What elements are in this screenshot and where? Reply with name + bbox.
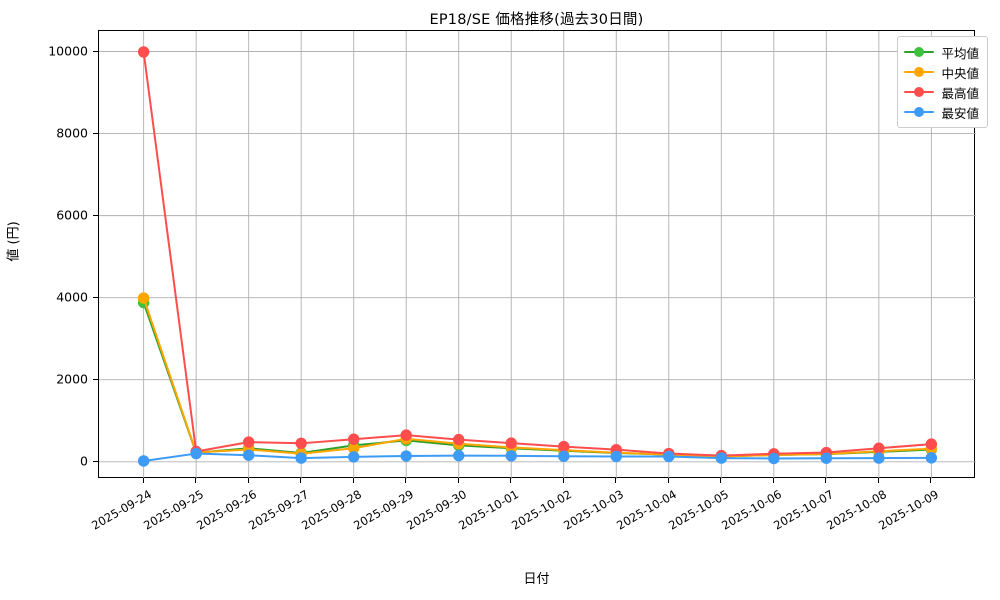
x-tick-mark	[772, 478, 774, 483]
legend-swatch-icon	[904, 85, 935, 99]
x-tick-mark	[615, 478, 617, 483]
x-tick-mark	[667, 478, 669, 483]
series-2	[137, 292, 938, 463]
legend-item-1[interactable]: 平均値	[904, 42, 979, 62]
x-tick-mark	[405, 478, 407, 483]
x-tick-mark	[877, 478, 879, 483]
y-tick-label: 0	[80, 453, 88, 469]
x-tick-mark	[930, 478, 932, 483]
legend-swatch-icon	[904, 45, 935, 59]
x-tick-mark	[720, 478, 722, 483]
plot-svg	[99, 31, 976, 479]
y-tick-mark	[93, 460, 98, 462]
y-tick-mark	[93, 50, 98, 52]
y-tick-mark	[93, 296, 98, 298]
x-tick-mark	[352, 478, 354, 483]
y-tick-label: 10000	[48, 43, 88, 58]
series-4	[137, 447, 938, 467]
legend-item-3[interactable]: 最高値	[904, 82, 979, 102]
y-tick-label: 2000	[56, 371, 88, 387]
series-3	[137, 46, 938, 462]
legend-label: 平均値	[941, 45, 979, 61]
legend-item-4[interactable]: 最安値	[904, 102, 979, 122]
legend-item-2[interactable]: 中央値	[904, 62, 979, 82]
plot-area	[98, 30, 976, 479]
y-tick-label: 8000	[56, 125, 88, 141]
y-tick-label: 6000	[56, 207, 88, 223]
legend-label: 最高値	[941, 85, 979, 101]
y-tick-mark	[93, 132, 98, 134]
y-tick-mark	[93, 214, 98, 216]
x-tick-mark	[142, 478, 144, 483]
x-tick-mark	[247, 478, 249, 483]
x-tick-mark	[562, 478, 564, 483]
x-tick-mark	[300, 478, 302, 483]
grid-lines	[99, 31, 976, 479]
y-tick-mark	[93, 378, 98, 380]
x-axis-label: 日付	[523, 572, 550, 587]
y-tick-label: 4000	[56, 289, 88, 305]
legend-swatch-icon	[904, 105, 935, 119]
legend-swatch-icon	[904, 65, 935, 79]
x-tick-mark	[510, 478, 512, 483]
legend-label: 最安値	[941, 105, 979, 121]
y-axis-label: 値 (円)	[6, 221, 22, 262]
legend-label: 中央値	[941, 65, 979, 81]
x-tick-mark	[195, 478, 197, 483]
x-tick-mark	[825, 478, 827, 483]
x-tick-mark	[457, 478, 459, 483]
chart-legend[interactable]: 平均値中央値最高値最安値	[897, 36, 988, 128]
chart-title: EP18/SE 価格推移(過去30日間)	[429, 12, 644, 28]
